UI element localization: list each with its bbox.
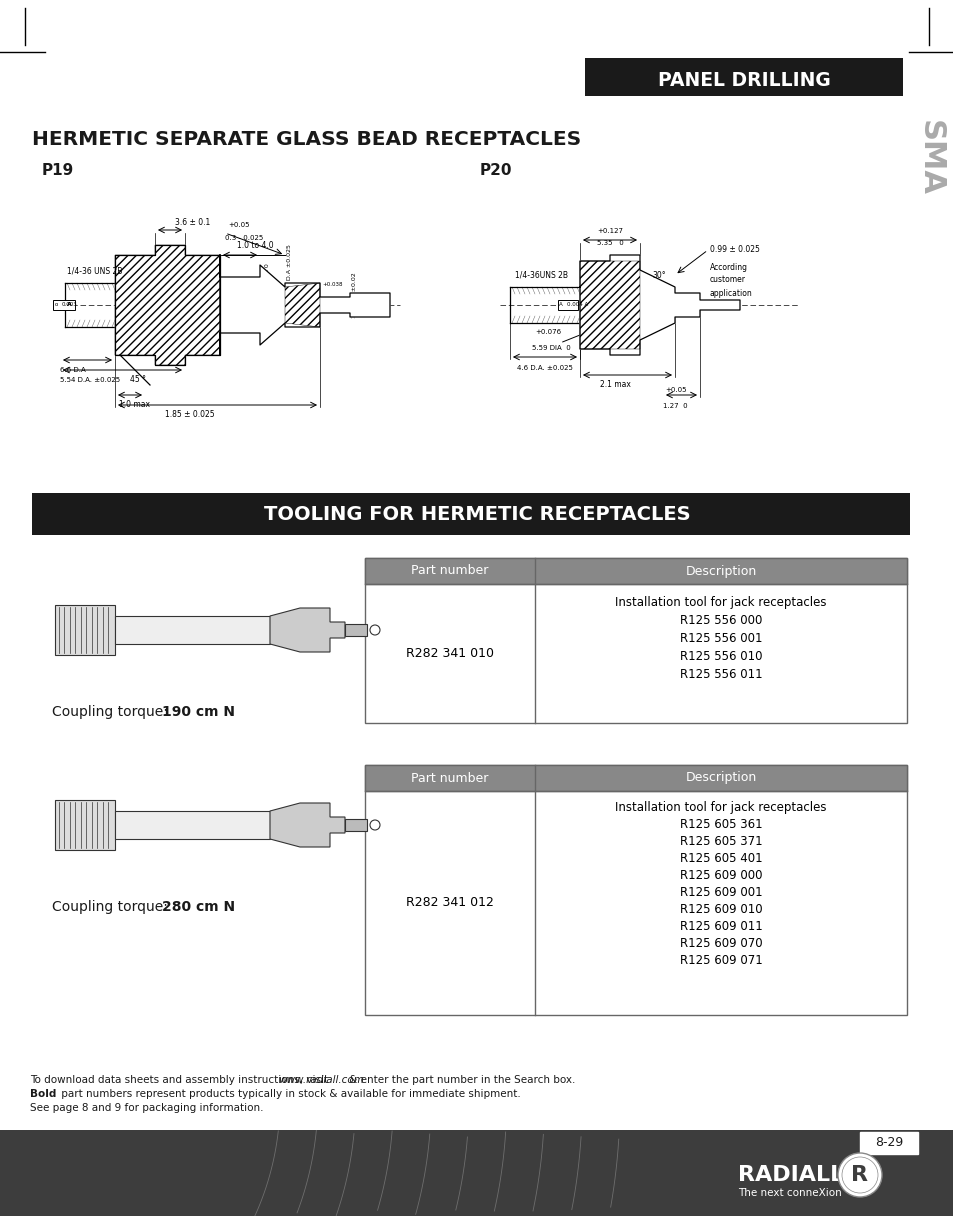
Text: Coupling torque:: Coupling torque: (52, 900, 172, 914)
Bar (345, 820, 367, 831)
Bar (859, 1132, 917, 1154)
Text: 0.3 - 0.025: 0.3 - 0.025 (225, 235, 263, 241)
Text: 1.72 D.A ±0.025: 1.72 D.A ±0.025 (287, 244, 292, 295)
Text: 1.15D A ±0.02: 1.15D A ±0.02 (352, 272, 356, 317)
Text: 0.003: 0.003 (62, 303, 77, 308)
Text: Description: Description (684, 564, 756, 578)
Text: P20: P20 (479, 163, 512, 178)
Text: R282 341 012: R282 341 012 (406, 896, 494, 910)
Text: Coupling torque:: Coupling torque: (52, 705, 172, 719)
Polygon shape (115, 244, 220, 365)
Text: The next conneXion: The next conneXion (738, 1188, 841, 1198)
Text: & enter the part number in the Search box.: & enter the part number in the Search bo… (346, 1075, 575, 1085)
Circle shape (370, 625, 379, 635)
Text: R125 609 071: R125 609 071 (679, 955, 761, 967)
Text: 0.004 A: 0.004 A (566, 303, 588, 308)
Text: 5.35   0: 5.35 0 (596, 240, 622, 246)
Text: RADIALL: RADIALL (738, 1165, 843, 1186)
Text: R125 605 361: R125 605 361 (679, 818, 761, 831)
Bar (584, 58, 902, 96)
Text: R125 605 371: R125 605 371 (679, 835, 761, 848)
Text: 8-29: 8-29 (874, 1137, 902, 1149)
Text: R125 609 000: R125 609 000 (679, 869, 761, 882)
Text: Installation tool for jack receptacles: Installation tool for jack receptacles (615, 596, 826, 609)
Text: A: A (67, 303, 71, 308)
Text: 190 cm N: 190 cm N (162, 705, 234, 719)
Text: +0.127: +0.127 (597, 229, 622, 233)
Bar (365, 558, 906, 584)
Text: customer: customer (709, 276, 745, 285)
Text: According: According (709, 263, 747, 271)
Text: R125 556 000: R125 556 000 (679, 614, 761, 627)
Text: R125 609 011: R125 609 011 (679, 921, 761, 933)
Text: 1.85 ± 0.025: 1.85 ± 0.025 (165, 410, 214, 420)
Text: application: application (709, 288, 752, 298)
Text: 5.54 D.A. ±0.025: 5.54 D.A. ±0.025 (60, 377, 120, 383)
Text: R125 609 001: R125 609 001 (679, 886, 761, 899)
Bar (55, 800, 115, 850)
Text: 6.6 D.A: 6.6 D.A (60, 367, 86, 373)
Text: +0.038: +0.038 (322, 282, 342, 287)
Circle shape (841, 1156, 877, 1193)
Bar (55, 606, 115, 655)
Text: R125 556 011: R125 556 011 (679, 668, 761, 681)
Text: SMA: SMA (915, 120, 943, 196)
Text: 0.99 ± 0.025: 0.99 ± 0.025 (709, 246, 760, 254)
Text: PANEL DRILLING: PANEL DRILLING (657, 72, 829, 90)
Bar (365, 765, 906, 790)
Text: 4.08 D.A 0: 4.08 D.A 0 (265, 264, 270, 297)
Text: A: A (558, 303, 562, 308)
Text: 1.0 max: 1.0 max (119, 400, 151, 409)
Text: R125 609 070: R125 609 070 (679, 938, 761, 950)
Bar (345, 624, 367, 636)
Text: 5.59 DIA  0: 5.59 DIA 0 (532, 345, 570, 351)
Text: +0.076: +0.076 (535, 330, 560, 334)
Text: R: R (851, 1165, 867, 1186)
Text: Part number: Part number (411, 771, 488, 784)
Bar (558, 300, 578, 310)
Bar (53, 300, 75, 310)
Text: Installation tool for jack receptacles: Installation tool for jack receptacles (615, 801, 826, 814)
Text: P19: P19 (42, 163, 74, 178)
Text: Bold: Bold (30, 1090, 56, 1099)
Text: o: o (55, 302, 58, 306)
Bar (365, 558, 906, 724)
Circle shape (370, 820, 379, 831)
Text: 280 cm N: 280 cm N (162, 900, 234, 914)
Text: part numbers represent products typically in stock & available for immediate shi: part numbers represent products typicall… (58, 1090, 520, 1099)
Text: 2.1 max: 2.1 max (598, 379, 630, 389)
Text: Description: Description (684, 771, 756, 784)
Text: 30°: 30° (651, 270, 665, 280)
Text: www.radiall.com: www.radiall.com (277, 1075, 363, 1085)
Text: R125 556 001: R125 556 001 (679, 632, 761, 644)
Text: R125 609 010: R125 609 010 (679, 903, 761, 916)
Polygon shape (270, 803, 345, 848)
Bar (32, 492, 909, 535)
Text: 1.0 to 4.0: 1.0 to 4.0 (236, 241, 273, 250)
Polygon shape (270, 608, 345, 652)
Text: R282 341 010: R282 341 010 (406, 647, 494, 660)
Bar (0, 1130, 953, 1216)
Text: To download data sheets and assembly instructions, visit: To download data sheets and assembly ins… (30, 1075, 331, 1085)
Text: HERMETIC SEPARATE GLASS BEAD RECEPTACLES: HERMETIC SEPARATE GLASS BEAD RECEPTACLES (32, 130, 580, 150)
Text: 45 °: 45 ° (130, 375, 146, 384)
Text: R125 605 401: R125 605 401 (679, 852, 761, 865)
Text: R125 556 010: R125 556 010 (679, 651, 761, 663)
Text: See page 8 and 9 for packaging information.: See page 8 and 9 for packaging informati… (30, 1103, 263, 1113)
Bar (115, 617, 270, 644)
Polygon shape (220, 255, 390, 355)
Text: 3.6 ± 0.1: 3.6 ± 0.1 (174, 218, 210, 227)
Text: 4.6 D.A. ±0.025: 4.6 D.A. ±0.025 (517, 365, 573, 371)
Text: TOOLING FOR HERMETIC RECEPTACLES: TOOLING FOR HERMETIC RECEPTACLES (263, 506, 690, 524)
Text: +0.05: +0.05 (664, 387, 686, 393)
Text: 1/4-36 UNS 2B: 1/4-36 UNS 2B (67, 266, 122, 275)
Text: 1.27  0: 1.27 0 (662, 402, 687, 409)
Circle shape (837, 1153, 882, 1197)
Text: 1/4-36UNS 2B: 1/4-36UNS 2B (515, 271, 567, 280)
Bar (115, 811, 270, 839)
Text: Part number: Part number (411, 564, 488, 578)
Text: +0.05: +0.05 (228, 223, 250, 229)
Bar (365, 765, 906, 1015)
Polygon shape (579, 255, 740, 355)
